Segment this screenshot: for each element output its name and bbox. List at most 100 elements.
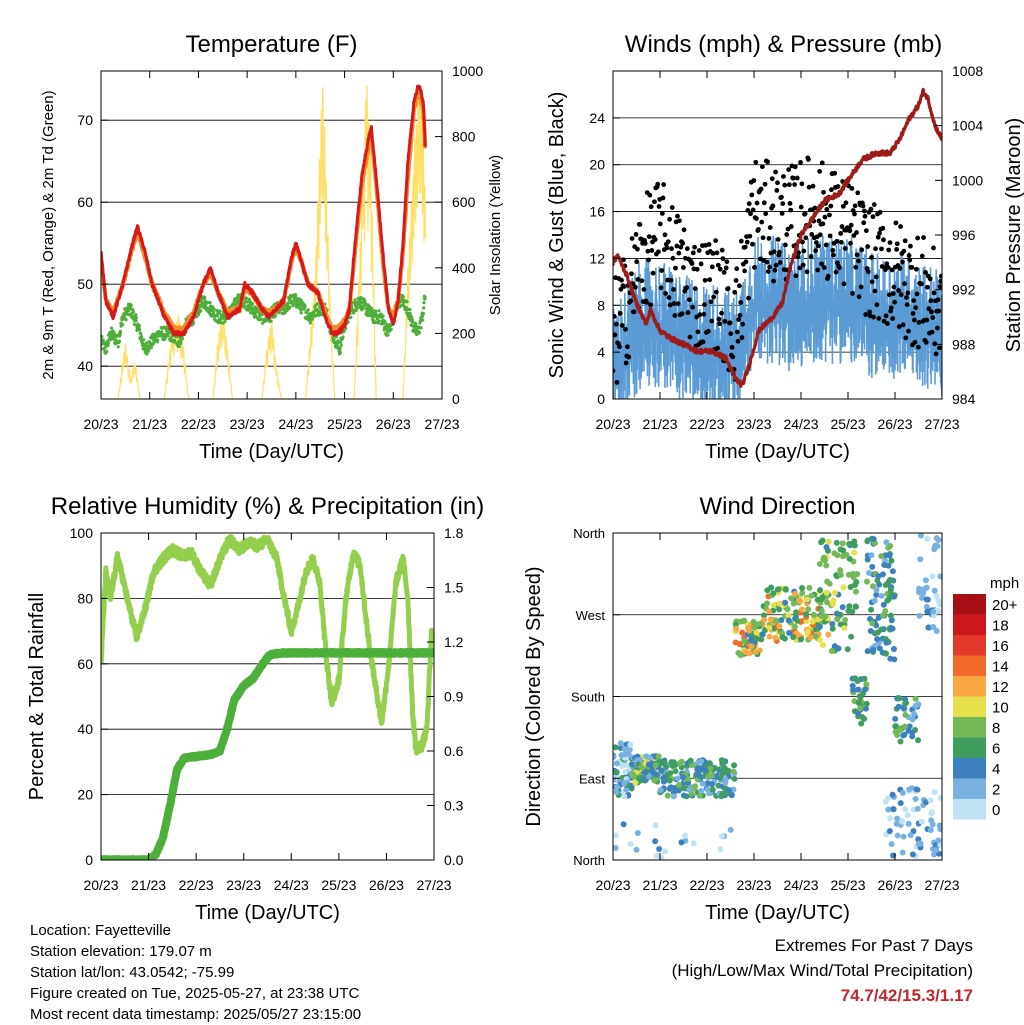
gust-point [656,204,662,209]
gust-point [860,203,866,209]
gust-point [754,200,760,206]
direction-point [828,648,835,655]
direction-point [878,592,885,599]
direction-point [850,570,857,577]
direction-point [669,762,676,769]
gust-point [785,226,791,232]
direction-point [709,786,716,793]
gust-point [715,345,721,351]
gust-point [923,339,929,345]
gust-point [848,240,853,246]
direction-point [843,551,850,558]
direction-point [657,787,664,794]
legend-label: 2 [992,782,1000,799]
gust-point [613,321,619,327]
dewpoint-point [370,309,374,313]
y-axis-label: Sonic Wind & Gust (Blue, Black) [546,92,568,379]
gust-point [836,265,842,271]
direction-point [882,650,889,657]
y-tick-label: 20 [77,787,93,803]
gust-point [710,251,716,256]
x-tick-label: 26/23 [369,877,404,893]
direction-point [909,733,916,740]
gust-point [780,201,786,206]
gust-point [737,312,743,318]
gust-point [904,302,910,308]
gust-point [799,181,805,187]
direction-point [857,705,864,712]
direction-point [927,797,934,804]
gust-point [764,259,770,265]
dewpoint-point [383,320,387,324]
y-tick-label: 40 [77,358,93,374]
x-tick-label: 27/23 [416,877,451,893]
gust-point [792,164,798,170]
gust-point [861,208,867,214]
gust-point [863,312,869,317]
direction-point [773,617,780,624]
gust-point [641,287,647,292]
dewpoint-point [124,318,128,322]
direction-point [931,587,938,594]
direction-point [902,711,909,718]
y2-tick-label: 200 [452,325,476,341]
gust-point [769,176,775,182]
dewpoint-point [177,344,181,349]
direction-point [758,636,765,643]
gust-point [898,292,904,298]
dewpoint-point [140,334,144,339]
dewpoint-point [374,309,378,313]
gust-point [669,205,675,210]
direction-point [796,597,803,604]
direction-point [731,762,738,769]
gust-point [870,214,876,220]
gust-point [634,259,640,265]
direction-point [698,764,705,771]
gust-point [613,332,618,338]
direction-point [924,535,931,542]
dewpoint-point [422,301,426,305]
direction-point [784,606,791,613]
gust-point [771,249,777,255]
gust-point [934,325,940,331]
dewpoint-point [242,304,247,308]
gust-point [930,315,936,320]
gust-point [774,187,780,193]
gust-point [925,284,930,290]
chart-title: Temperature (F) [185,31,357,58]
direction-point [912,796,919,803]
legend-label: 8 [992,720,1000,737]
dewpoint-point [137,324,141,328]
gust-point [803,235,809,241]
direction-point [833,539,840,546]
legend-label: 16 [992,638,1009,655]
dewpoint-point [121,323,125,327]
dewpoint-point [273,313,278,317]
direction-point [867,627,874,634]
dewpoint-point [134,313,138,317]
gust-point [713,289,719,295]
legend-swatch [953,594,986,615]
direction-point [890,806,897,813]
dewpoint-point [179,341,183,346]
gust-point [743,259,749,265]
gust-point [873,274,879,280]
gust-point [796,250,801,256]
gust-point [813,248,819,254]
direction-point [819,642,826,649]
dewpoint-point [408,312,412,316]
gust-point [869,279,875,285]
direction-point [887,815,894,822]
direction-point [634,830,641,837]
dewpoint-point [180,336,185,341]
x-tick-label: 21/23 [132,416,167,432]
gust-point [678,244,684,250]
dewpoint-point [132,322,136,327]
direction-point [935,536,942,543]
x-tick-label: 27/23 [924,877,959,893]
dewpoint-point [419,326,423,330]
gust-point [838,239,844,245]
direction-point [912,703,919,710]
direction-point [889,625,896,632]
gust-point [619,323,625,328]
